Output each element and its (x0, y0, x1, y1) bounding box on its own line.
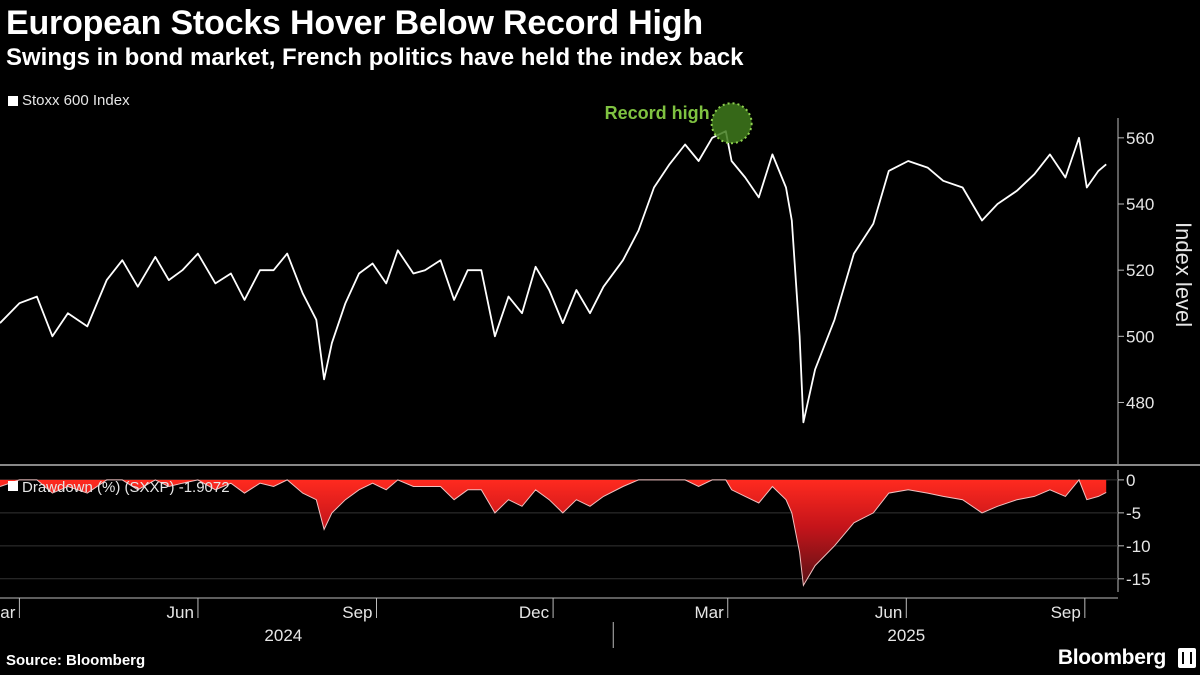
drawdown-area (0, 479, 1107, 586)
source-note: Source: Bloomberg (6, 652, 146, 669)
y-tick-label: 520 (1126, 261, 1154, 280)
x-year-label: 2025 (887, 626, 925, 645)
y2-tick-label: 0 (1126, 471, 1135, 490)
x-axis: Mar Jun Sep Dec Mar Jun Sep 2024 2025 (0, 597, 1118, 648)
drawdown-legend-swatch (8, 481, 18, 491)
record-high-marker (710, 102, 753, 145)
x-month-label: Sep (1051, 603, 1081, 622)
y-tick-label: 560 (1126, 129, 1154, 148)
terminal-icon (1178, 648, 1196, 668)
y-tick-label: 540 (1126, 195, 1154, 214)
stoxx-600-line (0, 130, 1107, 424)
drawdown-line (0, 478, 1107, 587)
x-month-label: Jun (875, 603, 902, 622)
x-month-label: Mar (0, 603, 16, 622)
chart-subtitle: Swings in bond market, French politics h… (6, 44, 744, 71)
x-year-label: 2024 (264, 626, 302, 645)
x-month-label: Mar (694, 603, 724, 622)
y2-tick-label: -10 (1126, 537, 1151, 556)
bloomberg-logo: Bloomberg (1057, 646, 1166, 669)
record-high-label: Record high (605, 103, 710, 123)
y-tick-label: 500 (1126, 327, 1154, 346)
y-tick-label: 480 (1126, 393, 1154, 412)
legend-label: Stoxx 600 Index (22, 92, 130, 109)
x-month-label: Jun (167, 603, 194, 622)
legend-swatch (8, 95, 18, 106)
x-month-label: Dec (519, 603, 550, 622)
y2-tick-label: -15 (1126, 570, 1151, 589)
price-panel: 480 500 520 540 560 Index level Record high (0, 102, 1200, 466)
chart-title: European Stocks Hover Below Record High (6, 4, 703, 42)
x-month-label: Sep (342, 603, 372, 622)
y2-tick-label: -5 (1126, 504, 1141, 523)
legend-stoxx-600: Stoxx 600 Index (8, 92, 130, 109)
drawdown-panel: 0 -5 -10 -15 Drawdown (%) (SXXP) -1.9072 (0, 470, 1151, 592)
drawdown-legend-label: Drawdown (%) (SXXP) -1.9072 (22, 479, 230, 496)
y-axis-title: Index level (1171, 222, 1196, 327)
